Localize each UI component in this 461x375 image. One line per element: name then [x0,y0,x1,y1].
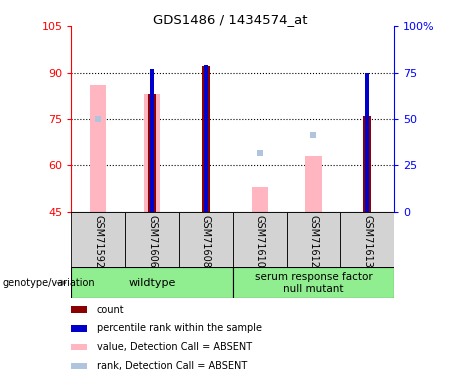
Text: GSM71592: GSM71592 [93,214,103,268]
Bar [179,212,233,268]
Text: genotype/variation: genotype/variation [2,278,95,288]
Bar [202,66,210,212]
Text: GSM71608: GSM71608 [201,214,211,268]
Text: rank, Detection Call = ABSENT: rank, Detection Call = ABSENT [97,361,247,371]
Text: value, Detection Call = ABSENT: value, Detection Call = ABSENT [97,342,252,352]
Bar [204,65,208,212]
Bar [252,187,268,212]
Point [95,116,102,122]
Text: GSM71610: GSM71610 [254,214,265,268]
Bar [125,212,179,268]
Bar [305,156,321,212]
Text: GDS1486 / 1434574_at: GDS1486 / 1434574_at [153,13,308,26]
Bar [150,69,154,212]
Bar [340,212,394,268]
Bar [71,363,87,369]
Text: wildtype: wildtype [129,278,176,288]
Text: serum response factor
null mutant: serum response factor null mutant [254,272,372,294]
Text: count: count [97,304,124,315]
Bar [363,116,371,212]
Bar [71,325,87,332]
Text: percentile rank within the sample: percentile rank within the sample [97,323,262,333]
Bar [71,306,87,313]
Bar [366,73,369,212]
Bar [287,212,340,268]
Bar [71,267,233,298]
Point [256,150,263,156]
Text: GSM71606: GSM71606 [147,214,157,268]
Bar [233,212,287,268]
Bar [144,94,160,212]
Bar [71,344,87,350]
Text: GSM71612: GSM71612 [308,214,319,268]
Bar [71,212,125,268]
Text: GSM71613: GSM71613 [362,214,372,268]
Bar [90,85,106,212]
Bar [148,94,156,212]
Bar [233,267,394,298]
Point [310,132,317,138]
